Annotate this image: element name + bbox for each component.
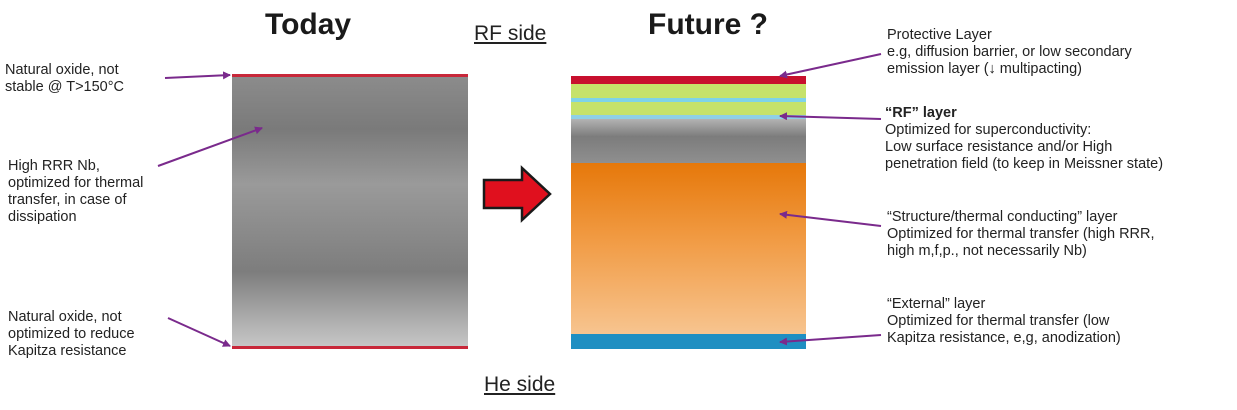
annotation-line: Natural oxide, not <box>5 62 119 78</box>
future-cyan-stripe <box>571 98 806 102</box>
annotation-line: Optimized for thermal transfer (high RRR… <box>887 226 1155 242</box>
annotation-title: “Structure/thermal conducting” layer <box>887 209 1118 225</box>
he-side-label: He side <box>484 373 556 396</box>
today-bottom-oxide-line <box>232 346 468 349</box>
arrow-rf <box>779 112 882 121</box>
arrow-external <box>779 334 882 346</box>
annotation-line: transfer, in case of <box>8 192 127 208</box>
annotation-line: stable @ T>150°C <box>5 79 124 95</box>
rf-side-label: RF side <box>474 22 547 45</box>
external-layer-annotation: “External” layer Optimized for thermal t… <box>887 296 1121 347</box>
annotation-line: Optimized for thermal transfer (low <box>887 313 1110 329</box>
arrow-oxide-bottom <box>167 317 231 347</box>
today-heading: Today <box>265 8 352 41</box>
annotation-line: High RRR Nb, <box>8 158 100 174</box>
annotation-line: Low surface resistance and/or High <box>885 139 1113 155</box>
today-top-oxide-line <box>232 74 468 77</box>
bulk-nb-annotation: High RRR Nb, optimized for thermal trans… <box>8 158 143 226</box>
transition-arrow-icon <box>482 165 552 223</box>
arrow-protective <box>779 53 882 79</box>
structure-layer-annotation: “Structure/thermal conducting” layer Opt… <box>887 209 1155 260</box>
annotation-line: e.g, diffusion barrier, or low secondary <box>887 44 1132 60</box>
annotation-line: Kapitza resistance, e,g, anodization) <box>887 330 1121 346</box>
annotation-line: optimized to reduce <box>8 326 135 342</box>
oxide-bottom-annotation: Natural oxide, not optimized to reduce K… <box>8 309 135 360</box>
protective-layer-annotation: Protective Layer e.g, diffusion barrier,… <box>887 27 1132 78</box>
future-structure-layer <box>571 163 806 334</box>
arrow-structure <box>779 210 882 227</box>
annotation-title: “External” layer <box>887 296 986 312</box>
future-external-layer <box>571 334 806 349</box>
today-nb-block <box>232 75 468 348</box>
arrow-oxide-top <box>164 71 231 80</box>
future-green-layer <box>571 84 806 98</box>
annotation-title: “RF” layer <box>885 105 957 121</box>
oxide-top-annotation: Natural oxide, not stable @ T>150°C <box>5 62 124 96</box>
annotation-line: Natural oxide, not <box>8 309 122 325</box>
annotation-line: optimized for thermal <box>8 175 144 191</box>
annotation-line: high m,f,p., not necessarily Nb) <box>887 243 1087 259</box>
rf-layer-annotation: “RF” layer Optimized for superconductivi… <box>885 105 1163 173</box>
arrow-bulk-nb <box>157 126 263 167</box>
future-rf-layer <box>571 115 806 119</box>
annotation-line: Optimized for superconductivity: <box>885 122 1092 138</box>
future-protective-layer <box>571 76 806 84</box>
future-nb-layer <box>571 119 806 163</box>
annotation-title: Protective Layer <box>887 27 992 43</box>
annotation-line: penetration field (to keep in Meissner s… <box>885 156 1164 172</box>
annotation-line: dissipation <box>8 209 77 225</box>
future-green-layer-2 <box>571 102 806 115</box>
future-heading: Future ? <box>648 8 768 41</box>
annotation-line: Kapitza resistance <box>8 343 127 359</box>
annotation-line: emission layer (↓ multipacting) <box>887 61 1083 77</box>
